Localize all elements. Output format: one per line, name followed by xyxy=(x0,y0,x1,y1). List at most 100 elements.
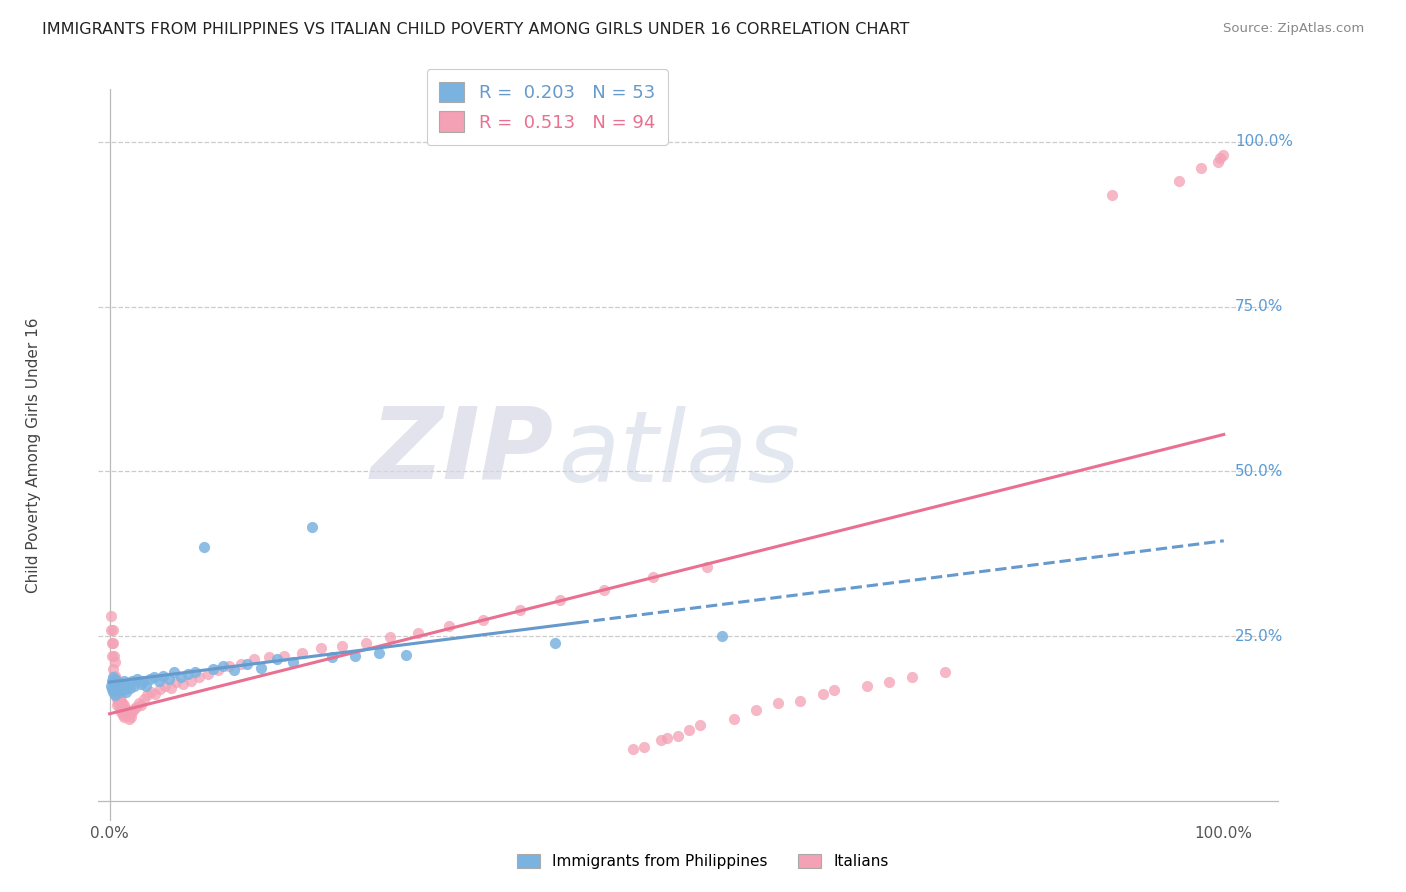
Point xyxy=(176,667,198,681)
Point xyxy=(696,560,718,574)
Point xyxy=(101,636,124,650)
Point xyxy=(155,679,177,693)
Point xyxy=(139,685,162,699)
Text: 50.0%: 50.0% xyxy=(1234,464,1284,479)
Point xyxy=(207,664,229,678)
Point xyxy=(332,639,354,653)
Point xyxy=(111,676,134,690)
Point xyxy=(138,672,160,686)
Point xyxy=(1101,187,1123,202)
Point xyxy=(135,679,157,693)
Point xyxy=(149,681,172,696)
Point xyxy=(110,694,132,708)
Text: Child Poverty Among Girls Under 16: Child Poverty Among Girls Under 16 xyxy=(25,318,41,592)
Point xyxy=(105,679,128,693)
Point xyxy=(273,648,295,663)
Point xyxy=(1191,161,1213,176)
Point xyxy=(118,681,141,695)
Point xyxy=(117,703,139,717)
Point xyxy=(666,729,689,743)
Point xyxy=(1209,152,1232,166)
Point xyxy=(689,718,711,732)
Point xyxy=(406,625,429,640)
Point xyxy=(114,681,136,696)
Point xyxy=(643,570,665,584)
Point xyxy=(766,697,789,711)
Point xyxy=(103,648,125,663)
Text: 75.0%: 75.0% xyxy=(1234,299,1284,314)
Point xyxy=(136,689,159,703)
Point xyxy=(789,694,811,708)
Point xyxy=(879,675,901,690)
Point xyxy=(633,739,655,754)
Point xyxy=(229,657,252,671)
Point xyxy=(291,646,314,660)
Point xyxy=(172,676,194,690)
Legend: Immigrants from Philippines, Italians: Immigrants from Philippines, Italians xyxy=(510,847,896,875)
Point xyxy=(101,662,124,676)
Point xyxy=(122,679,145,693)
Point xyxy=(202,662,225,676)
Point xyxy=(114,703,136,717)
Point xyxy=(127,672,149,686)
Point xyxy=(101,685,124,699)
Point xyxy=(108,685,131,699)
Point xyxy=(129,676,152,690)
Point xyxy=(593,582,616,597)
Point xyxy=(101,673,124,688)
Point xyxy=(128,697,150,711)
Text: ZIP: ZIP xyxy=(370,403,553,500)
Point xyxy=(266,652,288,666)
Point xyxy=(823,683,845,698)
Point xyxy=(170,670,193,684)
Point xyxy=(380,631,402,645)
Point xyxy=(224,664,246,678)
Point xyxy=(115,706,138,721)
Point xyxy=(180,673,202,688)
Point xyxy=(101,681,124,696)
Point xyxy=(112,698,135,713)
Point xyxy=(101,670,124,684)
Point xyxy=(243,652,266,666)
Point xyxy=(193,540,215,554)
Text: 100.0%: 100.0% xyxy=(1234,135,1294,150)
Point xyxy=(257,650,280,665)
Point xyxy=(650,733,672,747)
Point xyxy=(122,701,145,715)
Point xyxy=(112,709,135,723)
Point xyxy=(321,650,343,665)
Text: 0.0%: 0.0% xyxy=(90,826,129,841)
Point xyxy=(1168,174,1191,188)
Point xyxy=(544,636,567,650)
Point xyxy=(104,668,127,682)
Point xyxy=(160,681,183,695)
Text: 25.0%: 25.0% xyxy=(1234,629,1284,644)
Point xyxy=(165,675,187,690)
Point xyxy=(152,668,174,682)
Point xyxy=(105,672,128,686)
Point xyxy=(439,619,461,633)
Point xyxy=(105,691,128,706)
Point xyxy=(368,646,391,660)
Point xyxy=(621,742,644,756)
Point xyxy=(934,665,956,680)
Point xyxy=(107,697,129,711)
Point xyxy=(354,636,377,650)
Point xyxy=(218,658,240,673)
Point xyxy=(745,703,768,717)
Point xyxy=(121,705,143,719)
Point xyxy=(143,687,166,701)
Point xyxy=(115,685,138,699)
Point xyxy=(395,648,418,662)
Point xyxy=(105,698,128,713)
Point xyxy=(900,670,922,684)
Point xyxy=(107,681,129,696)
Point xyxy=(101,623,124,637)
Point xyxy=(655,731,678,746)
Point xyxy=(129,698,152,713)
Point xyxy=(148,673,170,688)
Point xyxy=(548,593,571,607)
Point xyxy=(184,665,207,680)
Text: IMMIGRANTS FROM PHILIPPINES VS ITALIAN CHILD POVERTY AMONG GIRLS UNDER 16 CORREL: IMMIGRANTS FROM PHILIPPINES VS ITALIAN C… xyxy=(42,22,910,37)
Point xyxy=(104,689,127,703)
